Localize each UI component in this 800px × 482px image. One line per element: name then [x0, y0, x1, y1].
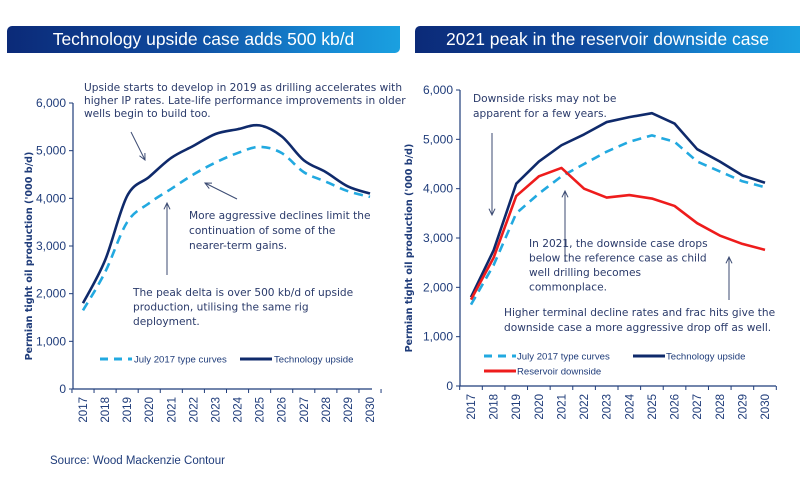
x-tick-label: 2020 [144, 397, 156, 423]
x-tick-label: 2023 [210, 397, 222, 423]
right-chart-title: 2021 peak in the reservoir downside case [446, 29, 769, 49]
x-tick-label: 2027 [299, 397, 311, 423]
y-tick-label: 3,000 [423, 231, 453, 245]
x-tick-label: 2018 [100, 397, 112, 423]
arrow-head-icon [561, 189, 569, 198]
x-tick-label: 2030 [365, 397, 377, 423]
y-axis-label: Permian tight oil production ('000 b/d) [404, 144, 415, 353]
arrow-head-icon [203, 182, 213, 189]
x-tick-label: 2019 [511, 394, 523, 420]
annotation-text: well drilling becomes [529, 267, 641, 279]
annotation-text: In 2021, the downside case drops [529, 238, 708, 250]
series-line-july-2017-type-curves [469, 134, 766, 306]
annotation-arrow-line [130, 131, 146, 161]
arrow-head-icon [139, 152, 146, 162]
y-tick-label: 0 [446, 379, 453, 393]
y-tick-label: 2,000 [423, 280, 453, 294]
annotation-text: wells begin to build too. [84, 108, 211, 120]
arrow-head-icon [488, 208, 496, 217]
x-tick-label: 2022 [188, 397, 200, 423]
y-tick-label: 5,000 [423, 132, 453, 146]
y-axis-label: Permian tight oil production ('000 b/d) [24, 152, 35, 361]
x-tick-label: 2029 [343, 397, 355, 423]
left-chart: 0 1,000 2,000 3,000 4,000 5,000 6,000 2017 2018 2… [24, 82, 406, 423]
annotation-text: downside case a more aggressive drop off… [504, 322, 771, 334]
x-tick-label: 2022 [579, 394, 591, 420]
annotation-text: apparent for a few years. [473, 108, 607, 120]
legend-label: Technology upside [666, 352, 745, 363]
y-tick-label: 5,000 [36, 144, 66, 158]
x-tick-label: 2026 [277, 397, 289, 423]
x-tick-label: 2017 [466, 394, 478, 420]
annotation-text: continuation of some of the [189, 225, 335, 237]
annotation-text: deployment. [133, 316, 200, 328]
y-tick-label: 6,000 [423, 83, 453, 97]
annotation-text: Higher terminal decline rates and frac h… [504, 307, 775, 319]
annotation-text: below the reference case as child [529, 253, 707, 265]
legend-label: July 2017 type curves [134, 355, 227, 366]
annotation-text: production, utilising the same rig [133, 302, 309, 314]
x-tick-label: 2024 [233, 396, 245, 422]
x-tick-label: 2017 [78, 397, 90, 423]
x-tick-label: 2021 [556, 394, 568, 420]
right-chart: 0 1,000 2,000 3,000 4,000 5,000 6,000 2017 2018 2… [404, 83, 777, 420]
series-line-july-2017-type-curves [81, 145, 371, 312]
x-tick-label: 2027 [692, 394, 704, 420]
x-tick-label: 2026 [670, 394, 682, 420]
x-tick-label: 2029 [737, 394, 749, 420]
x-tick-label: 2025 [647, 394, 659, 420]
annotation-text: The peak delta is over 500 kb/d of upsid… [132, 287, 353, 299]
legend-label: July 2017 type curves [517, 352, 610, 363]
x-tick-label: 2020 [534, 394, 546, 420]
left-chart-title: Technology upside case adds 500 kb/d [52, 29, 355, 49]
x-tick-label: 2019 [122, 397, 134, 423]
annotation-arrow-line [204, 182, 238, 200]
x-tick-label: 2023 [602, 394, 614, 420]
arrow-head-icon [725, 255, 733, 264]
x-tick-label: 2025 [255, 397, 267, 423]
y-tick-label: 1,000 [423, 330, 453, 344]
annotation-text: Downside risks may not be [473, 93, 616, 105]
annotation-text: higher IP rates. Late-life performance i… [84, 95, 406, 107]
annotation-text: nearer-term gains. [189, 240, 287, 252]
annotation-text: Upside starts to develop in 2019 as dril… [84, 82, 402, 94]
y-tick-label: 6,000 [36, 96, 66, 110]
x-tick-label: 2018 [489, 394, 501, 420]
series-line-reservoir-downside [469, 166, 766, 301]
right-chart-title-banner: 2021 peak in the reservoir downside case [415, 26, 800, 53]
annotation-text: commonplace. [529, 282, 607, 294]
left-chart-title-banner: Technology upside case adds 500 kb/d [7, 26, 400, 53]
x-tick-label: 2024 [624, 393, 636, 419]
x-tick-label: 2021 [166, 397, 178, 423]
y-tick-label: 2,000 [36, 287, 66, 301]
y-tick-label: 4,000 [423, 182, 453, 196]
annotation-text: More aggressive declines limit the [189, 210, 370, 222]
source-note: Source: Wood Mackenzie Contour [50, 455, 225, 467]
legend-label: Technology upside [274, 355, 353, 366]
x-tick-label: 2028 [321, 397, 333, 423]
series-line-technology-upside [469, 111, 766, 298]
x-tick-label: 2030 [760, 394, 772, 420]
legend-label: Reservoir downside [517, 367, 601, 378]
arrow-head-icon [163, 201, 171, 210]
y-tick-label: 3,000 [36, 239, 66, 253]
y-tick-label: 1,000 [36, 334, 66, 348]
y-tick-label: 0 [59, 382, 66, 396]
y-tick-label: 4,000 [36, 191, 66, 205]
x-tick-label: 2028 [715, 394, 727, 420]
series-line-technology-upside [81, 123, 371, 304]
